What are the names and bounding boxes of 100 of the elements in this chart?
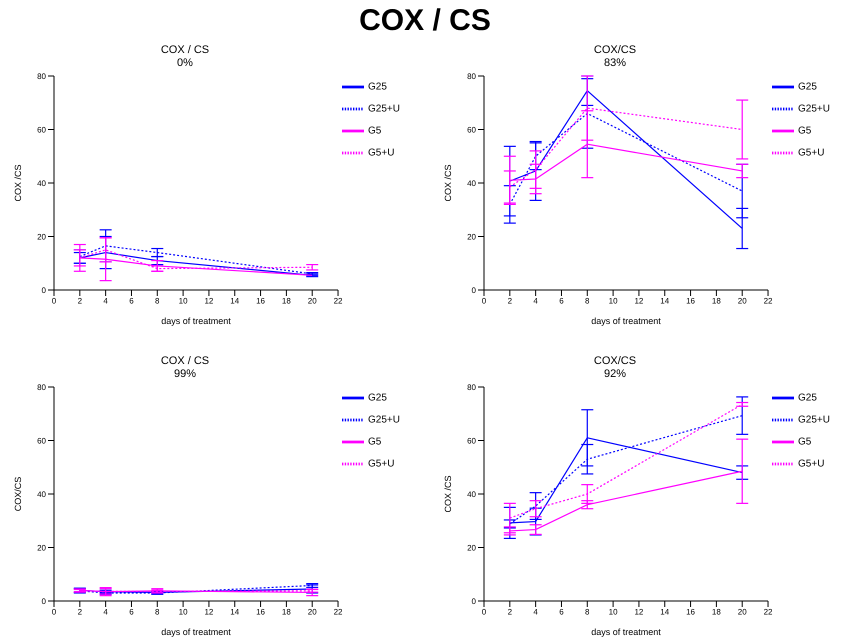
legend-label: G25: [798, 392, 817, 404]
y-tick-label: 60: [37, 125, 47, 134]
x-tick-label: 18: [712, 296, 722, 306]
legend-label: G5+U: [368, 148, 394, 159]
chart-title: COX/CS: [592, 355, 638, 368]
y-tick-label: 80: [467, 72, 477, 81]
y-tick-label: 40: [467, 178, 477, 188]
text: COX / CS: [358, 4, 492, 38]
x-tick-label: 20: [738, 608, 748, 617]
x-tick-label: 22: [764, 608, 774, 617]
y-axis-title: COX/CS: [13, 476, 24, 512]
x-tick-label: 0: [52, 608, 57, 617]
y-tick-label: 0: [42, 596, 47, 606]
x-tick-label: 10: [608, 296, 618, 306]
x-tick-label: 22: [334, 296, 344, 306]
x-tick-label: 12: [634, 296, 644, 306]
y-axis-title: COX /CS: [443, 475, 454, 513]
legend-label: G25: [798, 82, 817, 93]
x-tick-label: 4: [533, 608, 538, 617]
y-axis-title: COX /CS: [13, 164, 24, 202]
x-tick-label: 16: [686, 296, 696, 306]
x-tick-label: 0: [482, 608, 487, 617]
y-tick-label: 0: [42, 286, 47, 295]
chart-subtitle: 0%: [176, 57, 194, 70]
x-tick-label: 8: [155, 296, 160, 306]
x-tick-label: 18: [282, 608, 292, 617]
x-tick-label: 6: [559, 296, 564, 306]
y-tick-label: 20: [467, 543, 477, 552]
y-tick-label: 40: [467, 490, 477, 499]
chart-title: COX / CS: [160, 44, 210, 57]
x-tick-label: 0: [52, 296, 57, 306]
x-tick-label: 18: [282, 296, 292, 306]
x-tick-label: 14: [230, 608, 240, 617]
x-tick-label: 2: [508, 296, 513, 306]
legend-label: G5: [798, 126, 812, 137]
x-tick-label: 6: [129, 296, 134, 306]
x-tick-label: 12: [634, 608, 644, 617]
x-axis-title: days of treatment: [591, 627, 662, 637]
legend-label: G5+U: [798, 148, 824, 159]
y-tick-label: 0: [472, 596, 477, 606]
legend-label: G5+U: [798, 458, 824, 470]
x-tick-label: 20: [738, 296, 748, 306]
chart-subtitle: 99%: [172, 368, 198, 381]
x-axis-title: days of treatment: [161, 316, 232, 326]
x-tick-label: 14: [660, 296, 670, 306]
legend-label: G5: [368, 126, 382, 137]
x-tick-label: 2: [78, 608, 83, 617]
legend-label: G5: [798, 436, 812, 448]
x-tick-label: 12: [204, 608, 214, 617]
x-tick-label: 22: [764, 296, 774, 306]
legend-label: G5: [368, 436, 382, 448]
x-tick-label: 2: [78, 296, 83, 306]
x-tick-label: 20: [308, 608, 318, 617]
x-tick-label: 4: [103, 608, 108, 617]
chart-title: COX / CS: [160, 355, 210, 368]
x-tick-label: 16: [256, 608, 266, 617]
x-tick-label: 6: [129, 608, 134, 617]
x-tick-label: 20: [308, 296, 318, 306]
y-tick-label: 20: [37, 232, 47, 242]
x-tick-label: 16: [686, 608, 696, 617]
x-tick-label: 10: [178, 608, 188, 617]
x-axis-title: days of treatment: [161, 627, 232, 637]
x-tick-label: 0: [482, 296, 487, 306]
x-tick-label: 2: [508, 608, 513, 617]
chart-title: COX/CS: [592, 44, 638, 57]
x-axis-title: days of treatment: [591, 316, 662, 326]
y-tick-label: 80: [37, 382, 47, 392]
x-tick-label: 16: [256, 296, 266, 306]
y-tick-label: 20: [37, 543, 47, 552]
chart-subtitle: 92%: [602, 368, 628, 381]
y-tick-label: 60: [467, 125, 477, 134]
y-tick-label: 80: [37, 72, 47, 81]
x-tick-label: 4: [103, 296, 108, 306]
y-tick-label: 60: [467, 436, 477, 446]
x-tick-label: 10: [608, 608, 618, 617]
legend-label: G25+U: [368, 104, 400, 115]
y-tick-label: 80: [467, 382, 477, 392]
y-tick-label: 40: [37, 178, 47, 188]
x-tick-label: 14: [660, 608, 670, 617]
x-tick-label: 8: [155, 608, 160, 617]
x-tick-label: 10: [178, 296, 188, 306]
legend-label: G25+U: [798, 414, 830, 426]
legend-label: G25: [368, 82, 387, 93]
x-tick-label: 12: [204, 296, 214, 306]
x-tick-label: 6: [559, 608, 564, 617]
y-tick-label: 40: [37, 490, 47, 499]
legend-label: G25: [368, 392, 387, 404]
legend-label: G25+U: [798, 104, 830, 115]
y-tick-label: 20: [467, 232, 477, 242]
x-tick-label: 8: [585, 296, 590, 306]
legend-label: G5+U: [368, 458, 394, 470]
x-tick-label: 8: [585, 608, 590, 617]
x-tick-label: 14: [230, 296, 240, 306]
legend-label: G25+U: [368, 414, 400, 426]
x-tick-label: 22: [334, 608, 344, 617]
y-tick-label: 0: [472, 286, 477, 295]
y-axis-title: COX /CS: [443, 164, 454, 202]
x-tick-label: 18: [712, 608, 722, 617]
x-tick-label: 4: [533, 296, 538, 306]
chart-subtitle: 83%: [602, 57, 628, 70]
